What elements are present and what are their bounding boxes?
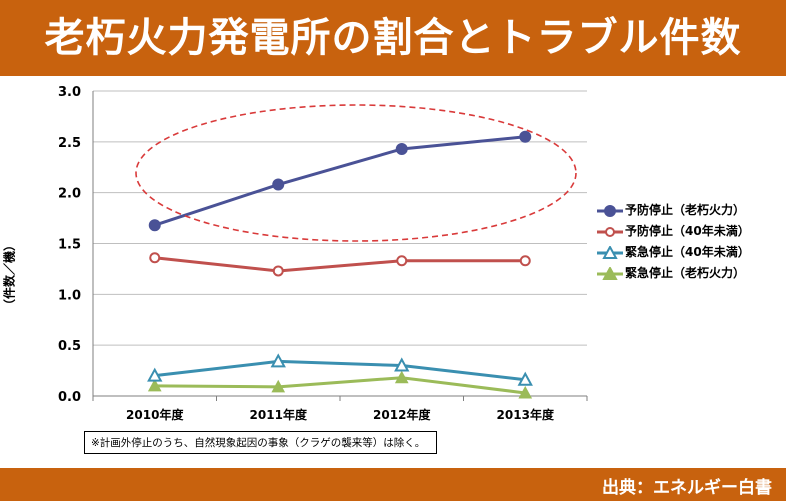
data-point (519, 130, 532, 143)
data-point (271, 379, 286, 393)
data-point (395, 142, 408, 155)
legend-label: 予防停止（40年未満） (625, 224, 750, 238)
legend-marker (602, 246, 618, 259)
legend-swatch (597, 205, 623, 217)
data-point (518, 385, 533, 399)
data-point (394, 370, 409, 384)
y-tick-label: 0.0 (58, 390, 81, 405)
line-chart: 0.0 0.5 1.0 1.5 2.0 2.5 3.0 2010年度 2011年度 2012年度 2… (58, 85, 588, 422)
y-tick-label: 2.0 (58, 187, 81, 202)
legend-label: 予防停止（老朽火力） (625, 203, 746, 217)
page-title: 老朽火力発電所の割合とトラブル件数 (44, 15, 742, 61)
footer-bar: 出典：エネルギー白書 (0, 468, 786, 501)
title-bar: 老朽火力発電所の割合とトラブル件数 (0, 0, 786, 76)
legend-label: 緊急停止（40年未満） (625, 245, 750, 259)
legend-item: 予防停止（老朽火力） (597, 200, 750, 221)
legend-marker (604, 205, 616, 217)
data-point (394, 357, 410, 372)
y-tick-label: 0.5 (58, 339, 81, 354)
y-tick-label: 1.5 (58, 238, 81, 253)
series-line (154, 359, 526, 382)
legend-item: 緊急停止（老朽火力） (597, 263, 750, 284)
x-tick-label: 2013年度 (497, 407, 555, 422)
legend-marker (605, 227, 615, 237)
legend-swatch (597, 267, 623, 280)
series-line (154, 135, 526, 227)
x-tick-label: 2011年度 (250, 407, 308, 422)
data-point (272, 178, 285, 191)
series-line (154, 376, 526, 395)
legend-item: 予防停止（40年未満） (597, 221, 750, 242)
legend: 予防停止（老朽火力） 予防停止（40年未満） 緊急停止（40年未満） 緊急停止（老朽火… (597, 200, 750, 284)
highlight-ellipse (135, 104, 577, 242)
x-tick-label: 2010年度 (126, 407, 184, 422)
legend-marker (602, 267, 618, 280)
legend-item: 緊急停止（40年未満） (597, 242, 750, 263)
data-point (396, 255, 408, 267)
data-point (517, 371, 533, 386)
data-point (147, 367, 163, 382)
y-tick-label: 2.5 (58, 136, 81, 151)
data-point (149, 252, 161, 264)
data-point (272, 265, 284, 277)
data-point (148, 219, 161, 232)
y-axis-label: （件数／機） (2, 238, 17, 312)
data-point (270, 353, 286, 368)
source-credit: 出典：エネルギー白書 (602, 478, 772, 498)
data-point (519, 255, 531, 267)
legend-swatch (597, 246, 623, 259)
legend-label: 緊急停止（老朽火力） (625, 266, 746, 280)
footnote: ※計画外停止のうち、自然現象起因の事象（クラゲの襲来等）は除く。 (84, 431, 437, 454)
legend-swatch (597, 227, 623, 237)
series-line (154, 256, 526, 273)
y-tick-label: 1.0 (58, 288, 81, 303)
x-tick-label: 2012年度 (373, 407, 431, 422)
y-tick-label: 3.0 (58, 85, 81, 100)
data-point (147, 378, 162, 392)
